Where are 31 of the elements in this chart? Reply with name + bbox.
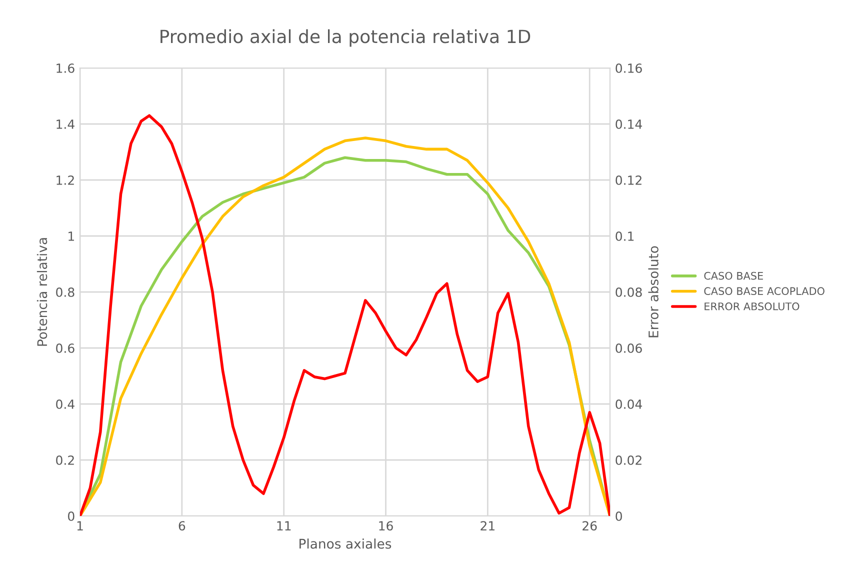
x-tick-label: 16 bbox=[379, 521, 393, 531]
y-tick-label: 1.6 bbox=[56, 63, 74, 73]
y-tick-label: 1 bbox=[68, 232, 74, 241]
y-axis-title: Potencia relativa bbox=[36, 238, 48, 346]
x-tick-label: 26 bbox=[582, 521, 597, 531]
y-tick-label: 0.6 bbox=[56, 343, 74, 353]
y-tick-label: 0.8 bbox=[56, 287, 74, 297]
x-tick-label: 11 bbox=[277, 521, 291, 530]
y2-tick-label: 0.16 bbox=[616, 63, 642, 73]
y2-tick-label: 0.1 bbox=[616, 231, 634, 241]
legend-label: CASO BASE ACOPLADO bbox=[704, 287, 824, 296]
y2-tick-label: 0.12 bbox=[616, 175, 642, 185]
y-tick-label: 0 bbox=[68, 511, 74, 521]
y2-tick-label: 0.02 bbox=[616, 455, 642, 465]
x-tick-label: 6 bbox=[178, 521, 186, 531]
y2-tick-label: 0 bbox=[616, 511, 622, 521]
y2-tick-label: 0.06 bbox=[616, 343, 642, 353]
x-tick-label: 21 bbox=[480, 521, 494, 530]
y2-tick-label: 0.04 bbox=[616, 399, 642, 409]
y-tick-label: 1.4 bbox=[56, 120, 74, 129]
chart-title: Promedio axial de la potencia relativa 1D bbox=[160, 29, 530, 47]
y-tick-label: 1.2 bbox=[56, 175, 74, 185]
y2-tick-label: 0.14 bbox=[616, 119, 642, 129]
x-tick-label: 1 bbox=[77, 521, 83, 530]
y2-axis-title: Error absoluto bbox=[648, 246, 658, 338]
legend-label: CASO BASE bbox=[704, 272, 763, 280]
x-axis-title: Planos axiales bbox=[300, 538, 392, 549]
y-tick-label: 0.4 bbox=[56, 399, 74, 409]
legend-label: ERROR ABSOLUTO bbox=[704, 302, 800, 310]
y-tick-label: 0.2 bbox=[56, 455, 74, 465]
y2-tick-label: 0.08 bbox=[616, 287, 642, 297]
